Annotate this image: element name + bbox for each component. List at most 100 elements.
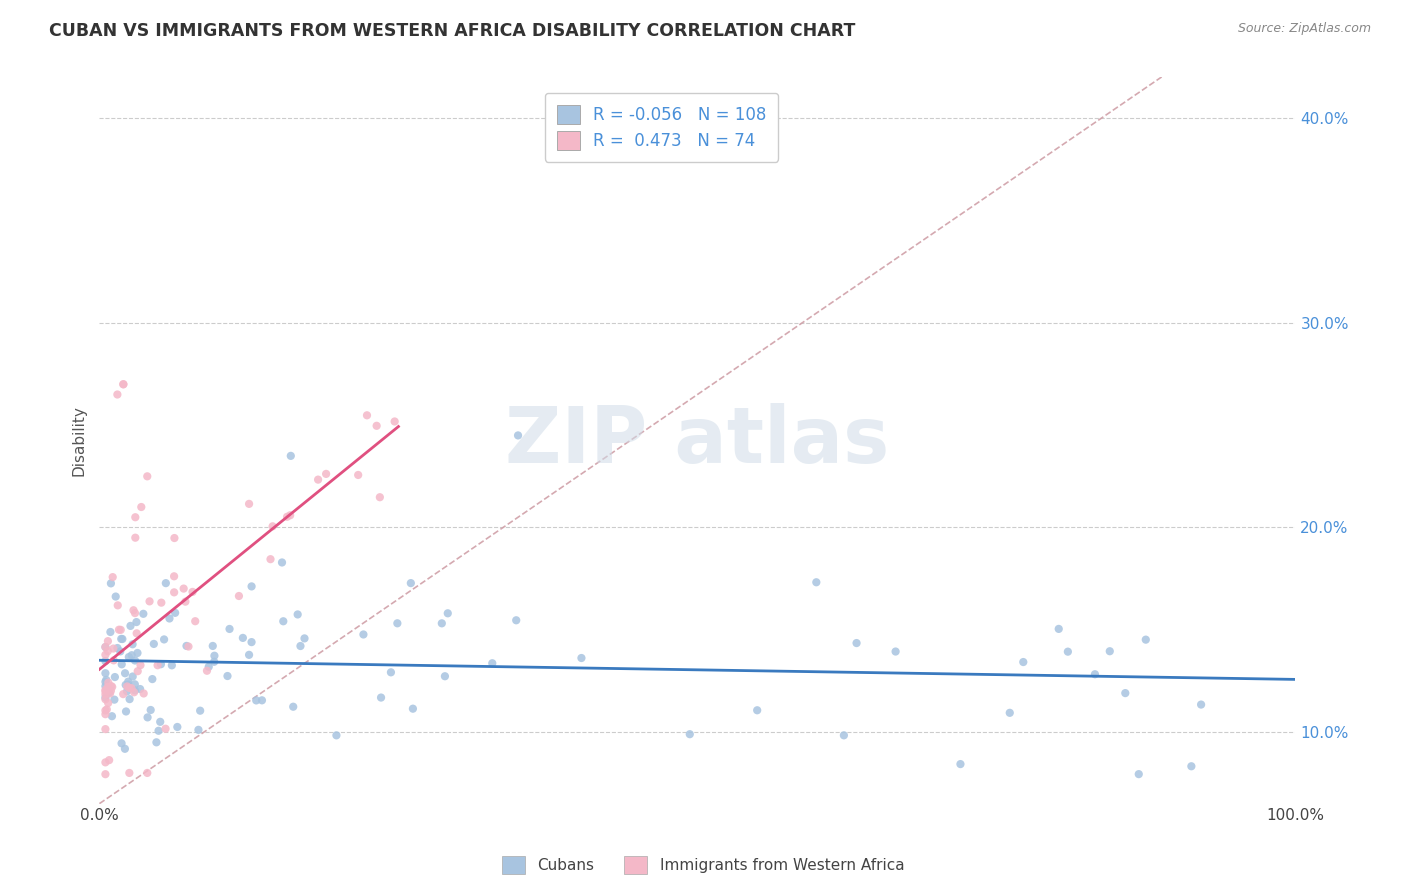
Point [142,637,165,651]
Point [368,490,391,504]
Point [100,624,122,639]
Point [238,497,260,511]
Point [104,670,127,684]
Point [124,653,146,667]
Point [177,640,200,654]
Point [160,658,183,673]
Point [118,650,141,665]
Point [201,639,224,653]
Point [124,677,146,691]
Point [218,622,240,636]
Point [356,409,378,423]
Point [97,680,120,694]
Point [141,672,163,686]
Point [506,428,529,442]
Point [238,648,260,662]
Point [118,681,141,695]
Point [136,469,159,483]
Point [307,473,329,487]
Point [129,500,152,514]
Point [399,576,422,591]
Point [747,703,769,717]
Point [101,709,124,723]
Point [166,720,188,734]
Point [108,623,131,637]
Point [280,449,302,463]
Point [271,614,294,628]
Point [1114,686,1136,700]
Point [122,685,145,699]
Point [98,753,121,767]
Legend: R = -0.056   N = 108, R =  0.473   N = 74: R = -0.056 N = 108, R = 0.473 N = 74 [546,93,779,161]
Point [94,687,117,701]
Point [481,657,503,671]
Point [139,703,162,717]
Point [1098,644,1121,658]
Point [96,702,118,716]
Point [115,705,138,719]
Point [433,669,456,683]
Point [204,648,226,663]
Point [97,685,120,699]
Point [884,644,907,658]
Point [114,741,136,756]
Point [110,644,132,658]
Point [117,677,139,691]
Point [202,655,225,669]
Point [94,666,117,681]
Point [94,692,117,706]
Point [153,632,176,647]
Point [121,637,143,651]
Point [845,636,868,650]
Point [94,640,117,654]
Point [430,616,453,631]
Point [232,631,254,645]
Point [315,467,337,481]
Point [114,678,136,692]
Point [107,599,129,613]
Point [187,723,209,737]
Point [149,714,172,729]
Point [94,684,117,698]
Point [96,673,118,687]
Point [124,606,146,620]
Point [145,735,167,749]
Point [94,674,117,689]
Point [347,467,370,482]
Point [103,653,125,667]
Point [125,615,148,629]
Point [174,595,197,609]
Point [117,674,139,689]
Point [217,669,239,683]
Point [101,570,124,584]
Point [138,594,160,608]
Point [94,722,117,736]
Point [112,377,135,392]
Point [679,727,702,741]
Point [370,690,392,705]
Point [101,680,124,694]
Point [384,415,406,429]
Point [149,657,172,672]
Point [146,658,169,673]
Point [806,575,828,590]
Point [94,682,117,697]
Point [107,640,129,655]
Point [278,508,301,523]
Point [832,728,855,742]
Point [129,658,152,673]
Point [114,666,136,681]
Point [155,576,177,591]
Point [124,683,146,698]
Point [283,699,305,714]
Point [181,585,204,599]
Point [94,703,117,717]
Y-axis label: Disability: Disability [72,405,86,476]
Point [122,603,145,617]
Point [352,627,374,641]
Point [262,519,284,533]
Point [94,640,117,654]
Point [1084,667,1107,681]
Point [97,675,120,690]
Point [120,619,142,633]
